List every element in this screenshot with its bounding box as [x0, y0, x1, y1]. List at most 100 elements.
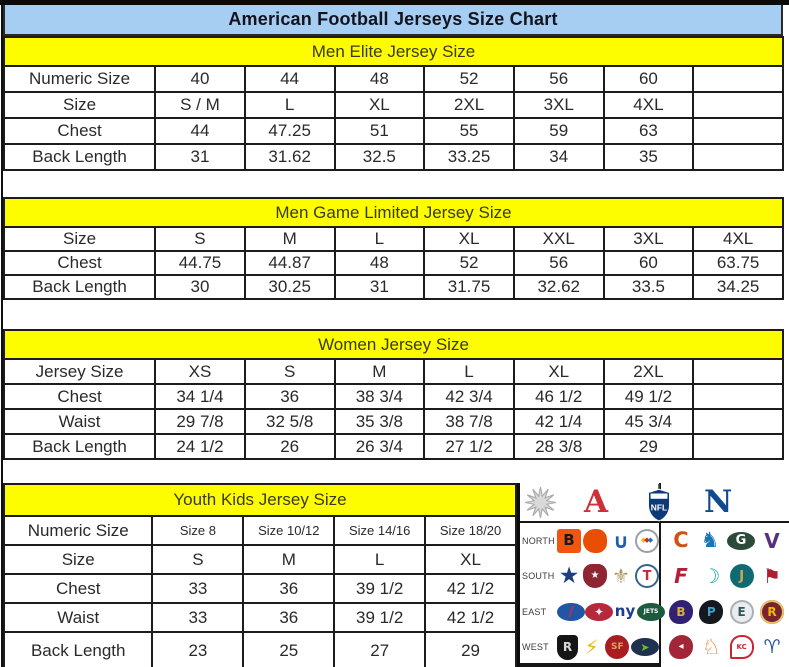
cell-women-chest-5: 49 1/2 [602, 383, 695, 410]
cell-women-back-length-1: 26 [243, 433, 336, 460]
cell-women-chest-6 [692, 383, 784, 410]
row-label: Numeric Size [2, 515, 154, 546]
men-game-limited-table-block: Men Game Limited Jersey Size Size S M L XL XXL… [2, 197, 784, 300]
saints-logo-icon: ⚜ [612, 564, 630, 589]
cell-youth-back-length-3: 29 [424, 631, 517, 667]
buccaneers-logo-icon: ⚑ [763, 564, 781, 589]
row-label: Size [2, 544, 154, 575]
cell-women-jersey-size-1: S [243, 358, 336, 385]
broncos-logo-icon: ♘ [701, 634, 721, 659]
jaguars-logo-icon: J [729, 564, 754, 589]
division-label: WEST [522, 642, 549, 653]
cell-men-elite-size-1: L [243, 91, 336, 119]
table-header-youth: Youth Kids Jersey Size [3, 483, 517, 515]
colts-logo-icon: ∪ [612, 528, 630, 553]
cell-men-game-limited-size-6: 4XL [692, 226, 784, 252]
starburst-icon [524, 486, 557, 519]
afc-north-logos: B ∪ ◆ ◆ ◆ [557, 528, 659, 553]
nfl-shield-text: NFL [651, 502, 667, 512]
row-label: Back Length [2, 631, 154, 667]
cell-women-jersey-size-2: M [333, 358, 426, 385]
women-table-block: Women Jersey Size Jersey Size XS S M L XL 2XL Ch… [2, 329, 784, 460]
row-label: Numeric Size [2, 65, 157, 93]
cell-men-elite-numeric-size-6 [692, 65, 784, 93]
table-header-men-game-limited: Men Game Limited Jersey Size [3, 197, 784, 226]
cell-youth-chest-3: 42 1/2 [424, 573, 517, 604]
cell-women-jersey-size-0: XS [154, 358, 246, 385]
division-row-north: NORTH B ∪ ◆ ◆ ◆ C ♞ G V [520, 523, 789, 559]
nfc-south-logos: F ☽ J ⚑ [669, 564, 789, 589]
cell-women-jersey-size-5: 2XL [602, 358, 695, 385]
cell-men-elite-numeric-size-5: 60 [602, 65, 695, 93]
row-men-elite-numeric-size: Numeric Size 40 44 48 52 56 60 [2, 65, 784, 93]
top-border [0, 0, 789, 5]
cell-men-elite-size-4: 3XL [512, 91, 605, 119]
row-label: Back Length [2, 143, 157, 171]
cell-youth-size-0: S [151, 544, 245, 575]
bears-logo-icon: C [673, 528, 689, 553]
cell-women-waist-2: 35 3/8 [333, 408, 426, 435]
cell-men-elite-chest-1: 47.25 [243, 117, 336, 145]
cell-men-elite-chest-4: 59 [512, 117, 605, 145]
cell-men-elite-size-3: 2XL [423, 91, 515, 119]
cell-youth-numeric-size-3: Size 18/20 [424, 515, 517, 546]
cell-men-game-limited-back-length-6: 34.25 [692, 274, 784, 300]
cell-men-game-limited-back-length-5: 33.5 [602, 274, 695, 300]
table-header-women: Women Jersey Size [3, 329, 784, 358]
row-label: Chest [2, 383, 157, 410]
cell-men-game-limited-chest-1: 44.87 [243, 250, 336, 276]
row-women-chest: Chest 34 1/4 36 38 3/4 42 3/4 46 1/2 49 1/2 [2, 383, 784, 410]
chargers-logo-icon: ⚡ [584, 635, 599, 660]
cell-women-waist-3: 38 7/8 [423, 408, 515, 435]
cell-women-waist-6 [692, 408, 784, 435]
cell-youth-chest-0: 33 [151, 573, 245, 604]
cell-women-jersey-size-6 [692, 358, 784, 385]
cell-men-game-limited-size-5: 3XL [602, 226, 695, 252]
row-label: Chest [2, 250, 157, 276]
cell-youth-size-3: XL [424, 544, 517, 575]
cell-men-game-limited-size-3: XL [423, 226, 515, 252]
cell-men-elite-back-length-6 [692, 143, 784, 171]
cell-youth-size-1: M [242, 544, 336, 575]
page-title: American Football Jerseys Size Chart [3, 5, 783, 36]
division-row-west: WEST R ⚡ SF ➤ ◂ ♘ KC ♈ [520, 630, 789, 666]
bottom-section: Youth Kids Jersey Size Numeric Size Size 8… [2, 483, 789, 667]
row-youth-size: Size S M L XL [2, 544, 517, 575]
lions-logo-icon: ♞ [700, 528, 720, 553]
cell-men-elite-numeric-size-1: 44 [243, 65, 336, 93]
cell-women-chest-0: 34 1/4 [154, 383, 246, 410]
titans-logo-icon: T [635, 564, 659, 589]
row-label: Size [2, 226, 157, 252]
conference-divider [659, 483, 661, 667]
rams-logo-icon: ♈ [763, 635, 781, 658]
cell-men-elite-numeric-size-4: 56 [512, 65, 605, 93]
division-row-east: EAST ∕ ✦ ny JETS B P E R [520, 594, 789, 630]
cell-men-elite-chest-5: 63 [602, 117, 695, 145]
cell-youth-back-length-0: 23 [151, 631, 245, 667]
cell-women-waist-5: 45 3/4 [602, 408, 695, 435]
cell-women-back-length-4: 28 3/8 [512, 433, 605, 460]
cell-men-elite-size-5: 4XL [602, 91, 695, 119]
cell-men-game-limited-back-length-4: 32.62 [512, 274, 605, 300]
cell-women-back-length-3: 27 1/2 [423, 433, 515, 460]
nfc-logo: N [704, 484, 733, 520]
cell-men-elite-chest-6 [692, 117, 784, 145]
cell-women-chest-1: 36 [243, 383, 336, 410]
row-label: Back Length [2, 274, 157, 300]
cell-women-back-length-6 [692, 433, 784, 460]
table-men-elite: Numeric Size 40 44 48 52 56 60 Size S / M L XL 2XL 3… [2, 65, 784, 171]
row-label: Chest [2, 573, 154, 604]
cell-men-game-limited-chest-0: 44.75 [154, 250, 246, 276]
cell-men-game-limited-size-0: S [154, 226, 246, 252]
row-men-game-limited-chest: Chest 44.75 44.87 48 52 56 60 63.75 [2, 250, 784, 276]
cell-youth-numeric-size-0: Size 8 [151, 515, 245, 546]
row-men-game-limited-size: Size S M L XL XXL 3XL 4XL [2, 226, 784, 252]
vikings-logo-icon: V [764, 528, 780, 553]
cell-youth-waist-3: 42 1/2 [424, 602, 517, 633]
49ers-logo-icon: SF [605, 635, 630, 660]
row-men-elite-back-length: Back Length 31 31.62 32.5 33.25 34 35 [2, 143, 784, 171]
row-label: Waist [2, 602, 154, 633]
cell-men-game-limited-back-length-3: 31.75 [423, 274, 515, 300]
afc-south-logos: ★ ★ ⚜ T [557, 564, 659, 589]
